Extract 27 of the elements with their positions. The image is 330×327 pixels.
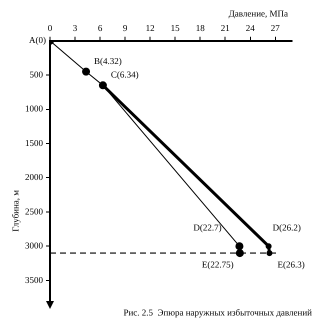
annotation: E(26.3) — [277, 259, 305, 270]
annotation: D(26.2) — [272, 222, 301, 233]
annotation: E(22.75) — [202, 259, 234, 270]
x-tick-label: 15 — [170, 22, 180, 33]
x-tick-label: 6 — [98, 22, 103, 33]
x-tick-label: 18 — [196, 22, 206, 33]
y-tick-label: 2000 — [25, 172, 44, 182]
y-tick-label: 1500 — [25, 138, 44, 148]
x-tick-label: 3 — [72, 22, 78, 33]
x-axis-title: Давление, МПа — [228, 8, 288, 18]
x-tick-label: 24 — [246, 22, 256, 33]
x-tick-label: 9 — [122, 22, 128, 33]
annotation: B(4.32) — [94, 56, 122, 66]
y-axis-title: Глубина, м — [10, 190, 20, 232]
annotation: C(6.34) — [110, 70, 139, 80]
annotation: D(22.7) — [193, 222, 222, 233]
x-tick-label: 0 — [48, 22, 53, 33]
x-tick-label: 12 — [146, 22, 155, 33]
x-tick-label: 21 — [220, 22, 230, 33]
y-tick-label: 2500 — [25, 206, 44, 216]
y-tick-label: 3500 — [25, 274, 44, 285]
y-tick-label: 500 — [30, 69, 44, 80]
y-tick-label: 1000 — [25, 104, 44, 114]
annotation: A(0) — [29, 35, 46, 46]
y-tick-label: 3000 — [25, 240, 44, 251]
text: Рис. 2.5 Эпюра наружных избыточных давлений — [123, 307, 312, 318]
x-tick-label: 27 — [270, 22, 280, 33]
